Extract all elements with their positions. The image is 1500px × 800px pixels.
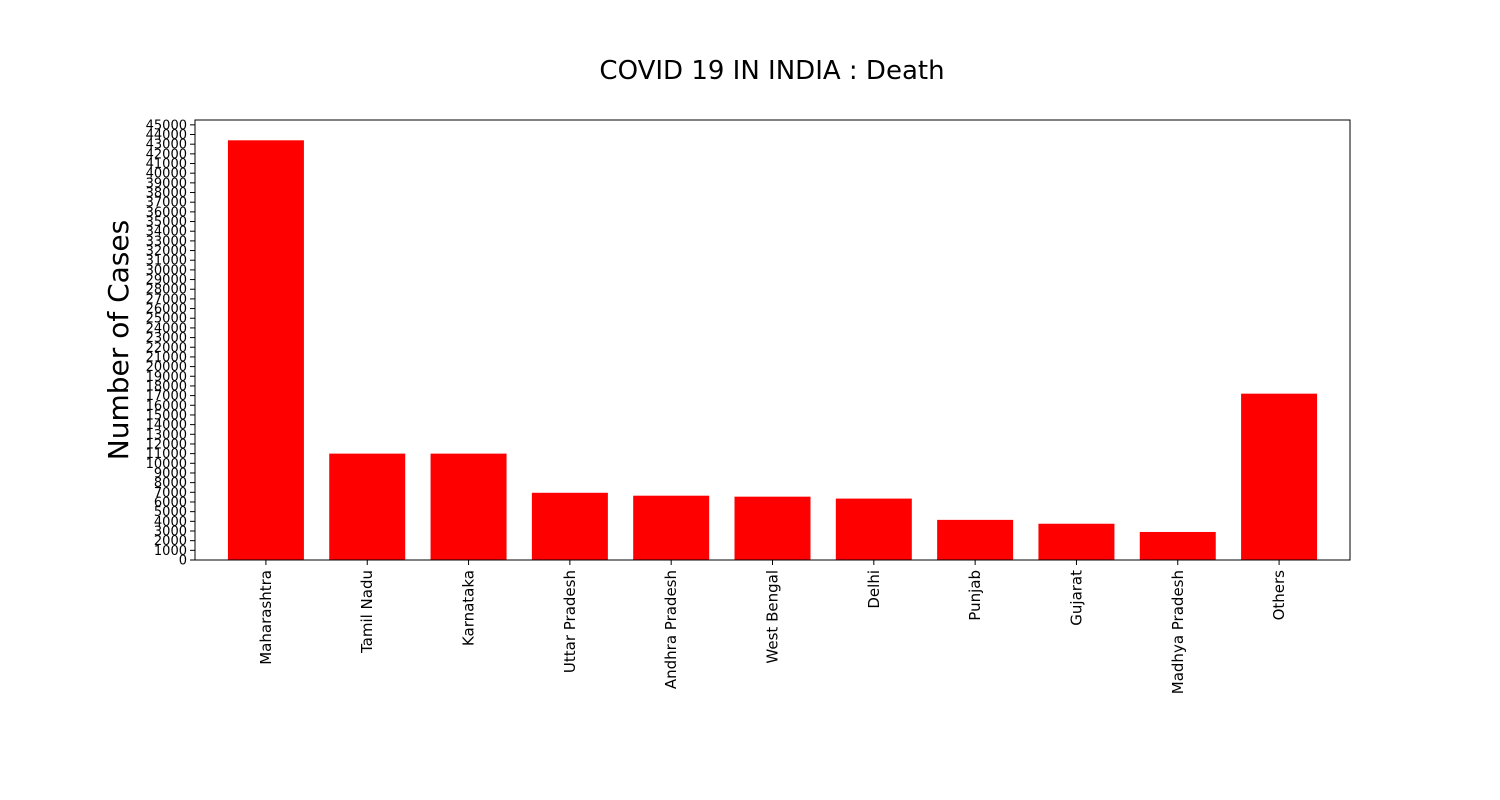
x-tick-label: Delhi	[865, 570, 883, 609]
bars	[227, 140, 1318, 560]
x-axis-ticks: Maharashtra Tamil Nadu Karnataka Uttar Prad…	[257, 560, 1288, 694]
y-tick-label: 39000	[146, 176, 187, 191]
bar-tamil-nadu	[329, 453, 406, 560]
y-tick-label: 21000	[146, 350, 187, 365]
y-tick-label: 13000	[146, 428, 187, 443]
y-tick-label: 42000	[146, 147, 187, 162]
y-tick-label: 20000	[146, 360, 187, 375]
y-tick-label: 6000	[154, 495, 187, 510]
y-tick-label: 8000	[154, 476, 187, 491]
x-tick-label: West Bengal	[764, 570, 782, 664]
y-tick-label: 29000	[146, 273, 187, 288]
y-tick-label: 5000	[154, 505, 187, 520]
y-axis-ticks: 0100020003000400050006000700080009000100…	[146, 118, 195, 569]
y-tick-label: 10000	[146, 457, 187, 472]
bar-uttar-pradesh	[531, 492, 608, 560]
y-tick-label: 18000	[146, 379, 187, 394]
y-tick-label: 45000	[146, 118, 187, 133]
y-tick-label: 3000	[154, 524, 187, 539]
y-tick-label: 38000	[146, 186, 187, 201]
y-tick-label: 2000	[154, 534, 187, 549]
y-tick-label: 19000	[146, 370, 187, 385]
bar-delhi	[835, 498, 912, 560]
y-tick-label: 23000	[146, 331, 187, 346]
y-tick-label: 22000	[146, 341, 187, 356]
y-tick-label: 30000	[146, 263, 187, 278]
x-tick-label: Punjab	[966, 570, 984, 621]
y-tick-label: 4000	[154, 515, 187, 530]
y-tick-label: 40000	[146, 167, 187, 182]
y-tick-label: 32000	[146, 244, 187, 259]
y-tick-label: 12000	[146, 437, 187, 452]
x-tick-label: Uttar Pradesh	[561, 570, 579, 673]
x-tick-label: Karnataka	[460, 570, 478, 646]
bar-maharashtra	[227, 140, 304, 560]
y-tick-label: 9000	[154, 466, 187, 481]
y-tick-label: 14000	[146, 418, 187, 433]
y-tick-label: 1000	[154, 544, 187, 559]
y-tick-label: 43000	[146, 138, 187, 153]
y-tick-label: 24000	[146, 321, 187, 336]
bar-others	[1241, 393, 1318, 560]
y-tick-label: 28000	[146, 283, 187, 298]
chart-title: COVID 19 IN INDIA : Death	[599, 56, 944, 86]
bar-gujarat	[1038, 523, 1115, 560]
y-tick-label: 31000	[146, 254, 187, 269]
x-tick-label: Tamil Nadu	[358, 570, 376, 654]
y-tick-label: 36000	[146, 205, 187, 220]
x-tick-label: Others	[1270, 570, 1288, 621]
bar-andhra-pradesh	[633, 495, 710, 560]
y-tick-label: 25000	[146, 312, 187, 327]
y-tick-label: 33000	[146, 234, 187, 249]
x-tick-label: Maharashtra	[257, 570, 275, 665]
x-tick-label: Andhra Pradesh	[662, 570, 680, 689]
plot-frame	[194, 119, 1351, 561]
y-tick-label: 35000	[146, 215, 187, 230]
y-axis-label: Number of Cases	[102, 220, 135, 460]
y-tick-label: 17000	[146, 389, 187, 404]
x-tick-label: Gujarat	[1067, 570, 1085, 626]
y-tick-label: 15000	[146, 408, 187, 423]
bar-karnataka	[430, 453, 507, 560]
y-tick-label: 44000	[146, 128, 187, 143]
y-tick-label: 34000	[146, 225, 187, 240]
bar-west-bengal	[734, 496, 811, 560]
y-tick-label: 27000	[146, 292, 187, 307]
x-tick-label: Madhya Pradesh	[1169, 570, 1187, 694]
bar-madhya-pradesh	[1139, 531, 1216, 560]
y-tick-label: 37000	[146, 196, 187, 211]
y-tick-label: 0	[179, 554, 187, 569]
y-tick-label: 7000	[154, 486, 187, 501]
y-tick-label: 16000	[146, 399, 187, 414]
y-tick-label: 41000	[146, 157, 187, 172]
y-tick-label: 11000	[146, 447, 187, 462]
y-tick-label: 26000	[146, 302, 187, 317]
bar-punjab	[937, 519, 1014, 560]
